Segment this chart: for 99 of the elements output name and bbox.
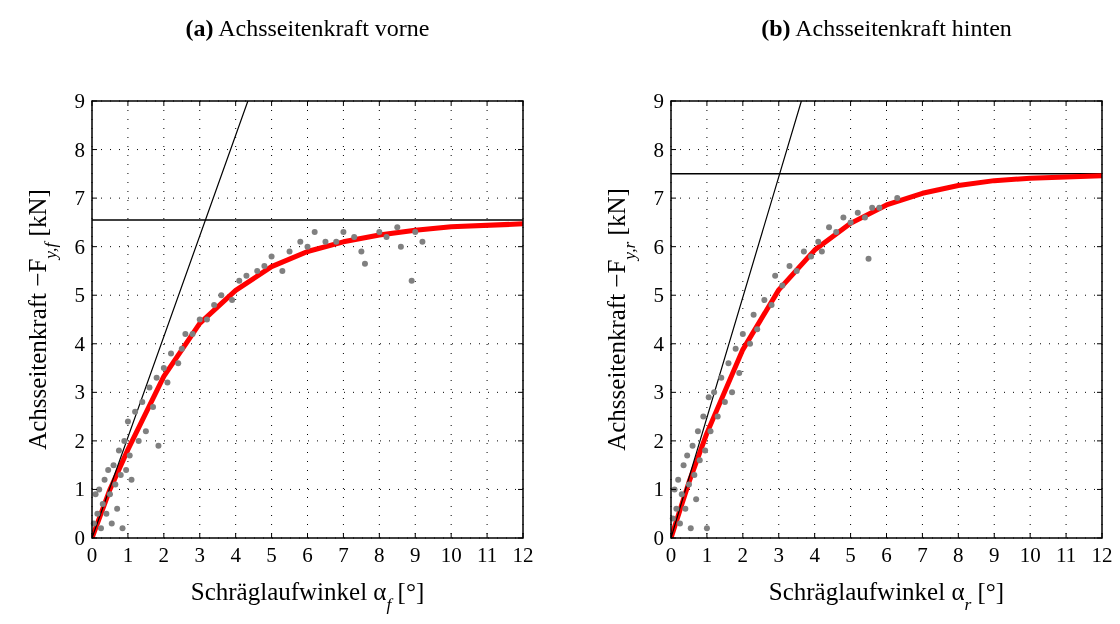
point	[833, 229, 840, 236]
y-tick-label: 4	[74, 331, 86, 356]
point	[700, 413, 707, 420]
point	[800, 248, 807, 255]
x-tick-label: 6	[302, 543, 313, 567]
point	[847, 219, 854, 226]
point	[711, 389, 718, 396]
y-tick-label: 4	[653, 331, 665, 356]
point	[680, 462, 687, 469]
y-tick-label: 5	[74, 283, 85, 308]
x-tick-label: 10	[440, 543, 462, 567]
y-tick-label: 1	[74, 477, 85, 502]
point	[707, 428, 714, 435]
x-tick-label: 5	[266, 543, 277, 567]
x-tick-label: 4	[809, 543, 821, 567]
point	[793, 267, 800, 274]
x-tick-label: 3	[194, 543, 205, 567]
point	[721, 399, 728, 406]
x-tick-label: 9	[989, 543, 1000, 567]
x-tick-label: 8	[374, 543, 385, 567]
point	[869, 204, 876, 211]
y-tick-label: 0	[653, 526, 664, 550]
point	[703, 525, 710, 532]
point	[732, 345, 739, 352]
point	[840, 214, 847, 221]
y-tick-label: 5	[653, 283, 664, 308]
point	[714, 413, 721, 420]
point	[876, 204, 883, 211]
point	[676, 520, 683, 527]
x-tick-label: 6	[881, 543, 892, 567]
point	[687, 525, 694, 532]
x-tick-label: 9	[410, 543, 421, 567]
point	[826, 224, 833, 231]
point	[750, 311, 757, 318]
point	[725, 360, 732, 367]
point	[815, 238, 822, 245]
point	[691, 471, 698, 478]
point	[818, 248, 825, 255]
chart-title: (b) Achsseitenkraft hinten	[761, 15, 1012, 41]
y-tick-label: 7	[653, 186, 664, 211]
x-tick-label: 4	[230, 543, 242, 567]
point	[861, 214, 868, 221]
point	[685, 481, 692, 488]
point	[894, 195, 901, 202]
point	[772, 272, 779, 279]
point	[684, 452, 691, 459]
y-tick-label: 0	[74, 526, 85, 550]
y-tick-label: 8	[74, 137, 85, 162]
point	[718, 374, 725, 381]
y-tick-label: 1	[653, 477, 664, 502]
x-axis-title: Schräglaufwinkel α$_{r}$ [°]	[768, 578, 1005, 614]
point	[673, 505, 680, 512]
x-tick-label: 7	[338, 543, 349, 567]
y-tick-label: 2	[74, 428, 85, 453]
point	[696, 457, 703, 464]
y-tick-label: 6	[653, 234, 664, 259]
point	[694, 428, 701, 435]
x-tick-label: 1	[122, 543, 134, 567]
point	[739, 331, 746, 338]
point	[689, 442, 696, 449]
y-tick-label: 9	[653, 89, 664, 113]
y-tick-label: 3	[653, 380, 664, 405]
x-tick-label: 7	[917, 543, 928, 567]
point	[786, 263, 793, 270]
x-tick-label: 11	[1055, 543, 1077, 567]
point	[678, 491, 685, 498]
x-tick-label: 10	[1019, 543, 1041, 567]
point	[768, 301, 775, 308]
x-axis-title: Schräglaufwinkel α$_{f}$ [°]	[190, 578, 425, 614]
point	[675, 476, 682, 483]
x-tick-label: 3	[773, 543, 784, 567]
x-tick-label: 2	[158, 543, 170, 567]
x-tick-label: 12	[1091, 543, 1113, 567]
y-tick-label: 2	[653, 428, 664, 453]
point	[761, 297, 768, 304]
point	[736, 369, 743, 376]
y-tick-label: 3	[74, 380, 85, 405]
y-tick-label: 6	[74, 234, 85, 259]
point	[702, 447, 709, 454]
point	[747, 340, 754, 347]
point	[808, 253, 815, 260]
point	[693, 496, 700, 503]
x-tick-label: 2	[737, 543, 749, 567]
point	[729, 389, 736, 396]
x-tick-label: 1	[701, 543, 713, 567]
point	[754, 326, 761, 333]
point	[854, 209, 861, 216]
point	[682, 505, 689, 512]
x-tick-label: 12	[512, 543, 534, 567]
point	[779, 282, 786, 289]
x-tick-label: 5	[845, 543, 856, 567]
point	[705, 394, 712, 401]
x-tick-label: 11	[476, 543, 498, 567]
point	[865, 255, 872, 262]
y-tick-label: 9	[74, 89, 85, 113]
chart-title: (a) Achsseitenkraft vorne	[185, 15, 430, 41]
y-tick-label: 7	[74, 186, 85, 211]
y-tick-label: 8	[653, 137, 664, 162]
x-tick-label: 8	[953, 543, 964, 567]
